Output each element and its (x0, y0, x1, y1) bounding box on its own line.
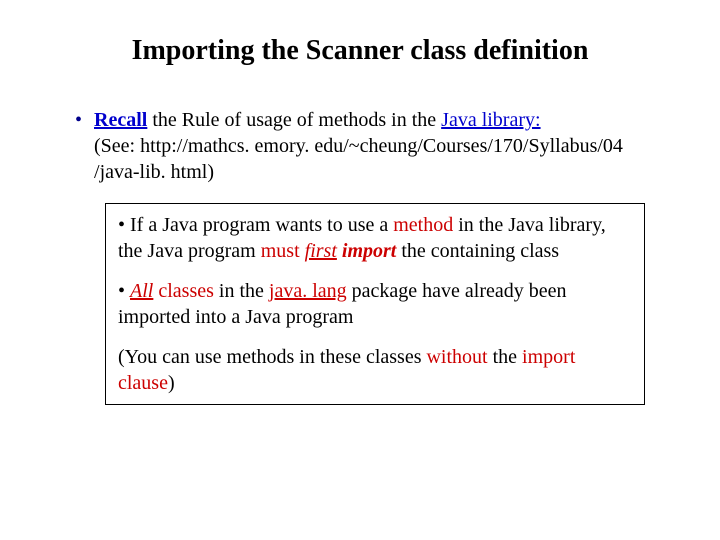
java-library-link: Java library: (441, 109, 540, 131)
p2-d: in the (214, 280, 269, 302)
bullet-icon: • (75, 107, 82, 185)
p3-without: without (426, 346, 487, 368)
p1-a: • If a Java program wants to use a (118, 214, 393, 236)
p2-javalang: java. lang (269, 280, 347, 302)
main-bullet: • Recall the Rule of usage of methods in… (75, 107, 670, 185)
box-para-1: • If a Java program wants to use a metho… (118, 212, 632, 264)
slide-container: Importing the Scanner class definition •… (0, 0, 720, 540)
p3-a: (You can use methods in these classes (118, 346, 426, 368)
p1-method: method (393, 214, 453, 236)
p3-c: the (488, 346, 522, 368)
bullet-see: (See: http://mathcs. emory. edu/~cheung/… (94, 135, 623, 183)
bullet-text: Recall the Rule of usage of methods in t… (94, 107, 670, 185)
bullet-frag-2: the Rule of usage of methods in the (147, 109, 441, 131)
box-para-2: • All classes in the java. lang package … (118, 278, 632, 330)
p2-classes: classes (153, 280, 214, 302)
p1-g: the containing class (396, 240, 559, 262)
info-box: • If a Java program wants to use a metho… (105, 203, 645, 405)
p1-import: import (337, 240, 396, 262)
box-para-3: (You can use methods in these classes wi… (118, 344, 632, 396)
p1-first: first (305, 240, 337, 262)
p2-a: • (118, 280, 130, 302)
p2-all: All (130, 280, 153, 302)
recall-word: Recall (94, 109, 147, 131)
p1-must: must (261, 240, 305, 262)
slide-title: Importing the Scanner class definition (50, 35, 670, 67)
p3-e: ) (168, 372, 175, 394)
